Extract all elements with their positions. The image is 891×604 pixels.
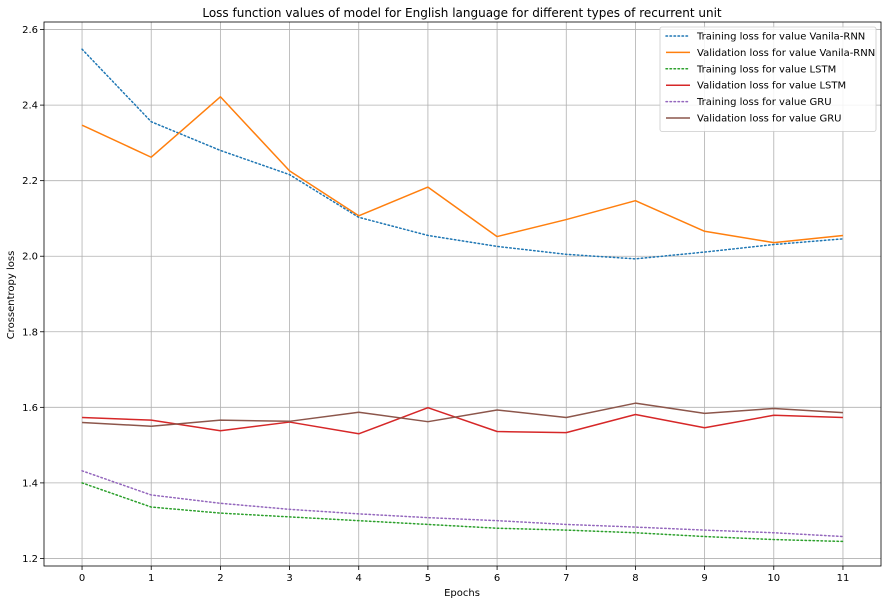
y-tick-label: 2.6 xyxy=(22,25,38,36)
chart-title: Loss function values of model for Englis… xyxy=(202,6,722,20)
series-line-4 xyxy=(82,406,843,435)
series-lines xyxy=(81,48,844,543)
y-tick-label: 2.2 xyxy=(22,176,38,187)
x-tick-label: 7 xyxy=(563,573,569,584)
y-tick-label: 1.4 xyxy=(22,478,38,489)
legend-entry-label: Validation loss for value GRU xyxy=(697,114,842,125)
x-tick-label: 10 xyxy=(767,573,780,584)
plot-frame xyxy=(43,21,882,567)
y-tick-label: 1.6 xyxy=(22,403,38,414)
axis-ticks: 0 1 2 3 4 5 6 7 8 9 10 11 1.2 1.4 1.6 1.8 2.0 2.2 2.4 2.6 xyxy=(22,25,849,584)
x-tick-label: 5 xyxy=(425,573,431,584)
legend-box xyxy=(659,26,877,132)
y-tick-label: 1.2 xyxy=(22,554,38,565)
x-tick-label: 8 xyxy=(632,573,638,584)
legend-entry-label: Validation loss for value Vanila-RNN xyxy=(697,48,875,59)
x-tick-label: 1 xyxy=(148,573,154,584)
x-tick-label: 0 xyxy=(79,573,85,584)
x-tick-label: 6 xyxy=(494,573,500,584)
x-tick-label: 2 xyxy=(217,573,223,584)
series-line-6 xyxy=(82,402,843,427)
series-line-1 xyxy=(81,48,844,260)
x-tick-label: 3 xyxy=(286,573,292,584)
series-line-5 xyxy=(81,470,844,538)
x-tick-label: 4 xyxy=(356,573,362,584)
legend-entry-label: Validation loss for value LSTM xyxy=(697,81,846,92)
y-axis-label: Crossentropy loss xyxy=(6,251,17,340)
legend-entry-label: Training loss for value GRU xyxy=(696,97,832,108)
x-tick-label: 11 xyxy=(837,573,850,584)
y-tick-label: 1.8 xyxy=(22,327,38,338)
series-line-3 xyxy=(81,482,844,543)
legend: Training loss for value Vanila-RNN Valida… xyxy=(659,26,877,132)
series-line-2 xyxy=(81,96,844,244)
x-axis-label: Epochs xyxy=(444,588,480,599)
legend-entry-label: Training loss for value Vanila-RNN xyxy=(696,32,865,43)
y-tick-label: 2.0 xyxy=(22,252,38,263)
y-tick-label: 2.4 xyxy=(22,101,38,112)
x-tick-label: 9 xyxy=(701,573,707,584)
legend-entry-label: Training loss for value LSTM xyxy=(696,64,836,75)
